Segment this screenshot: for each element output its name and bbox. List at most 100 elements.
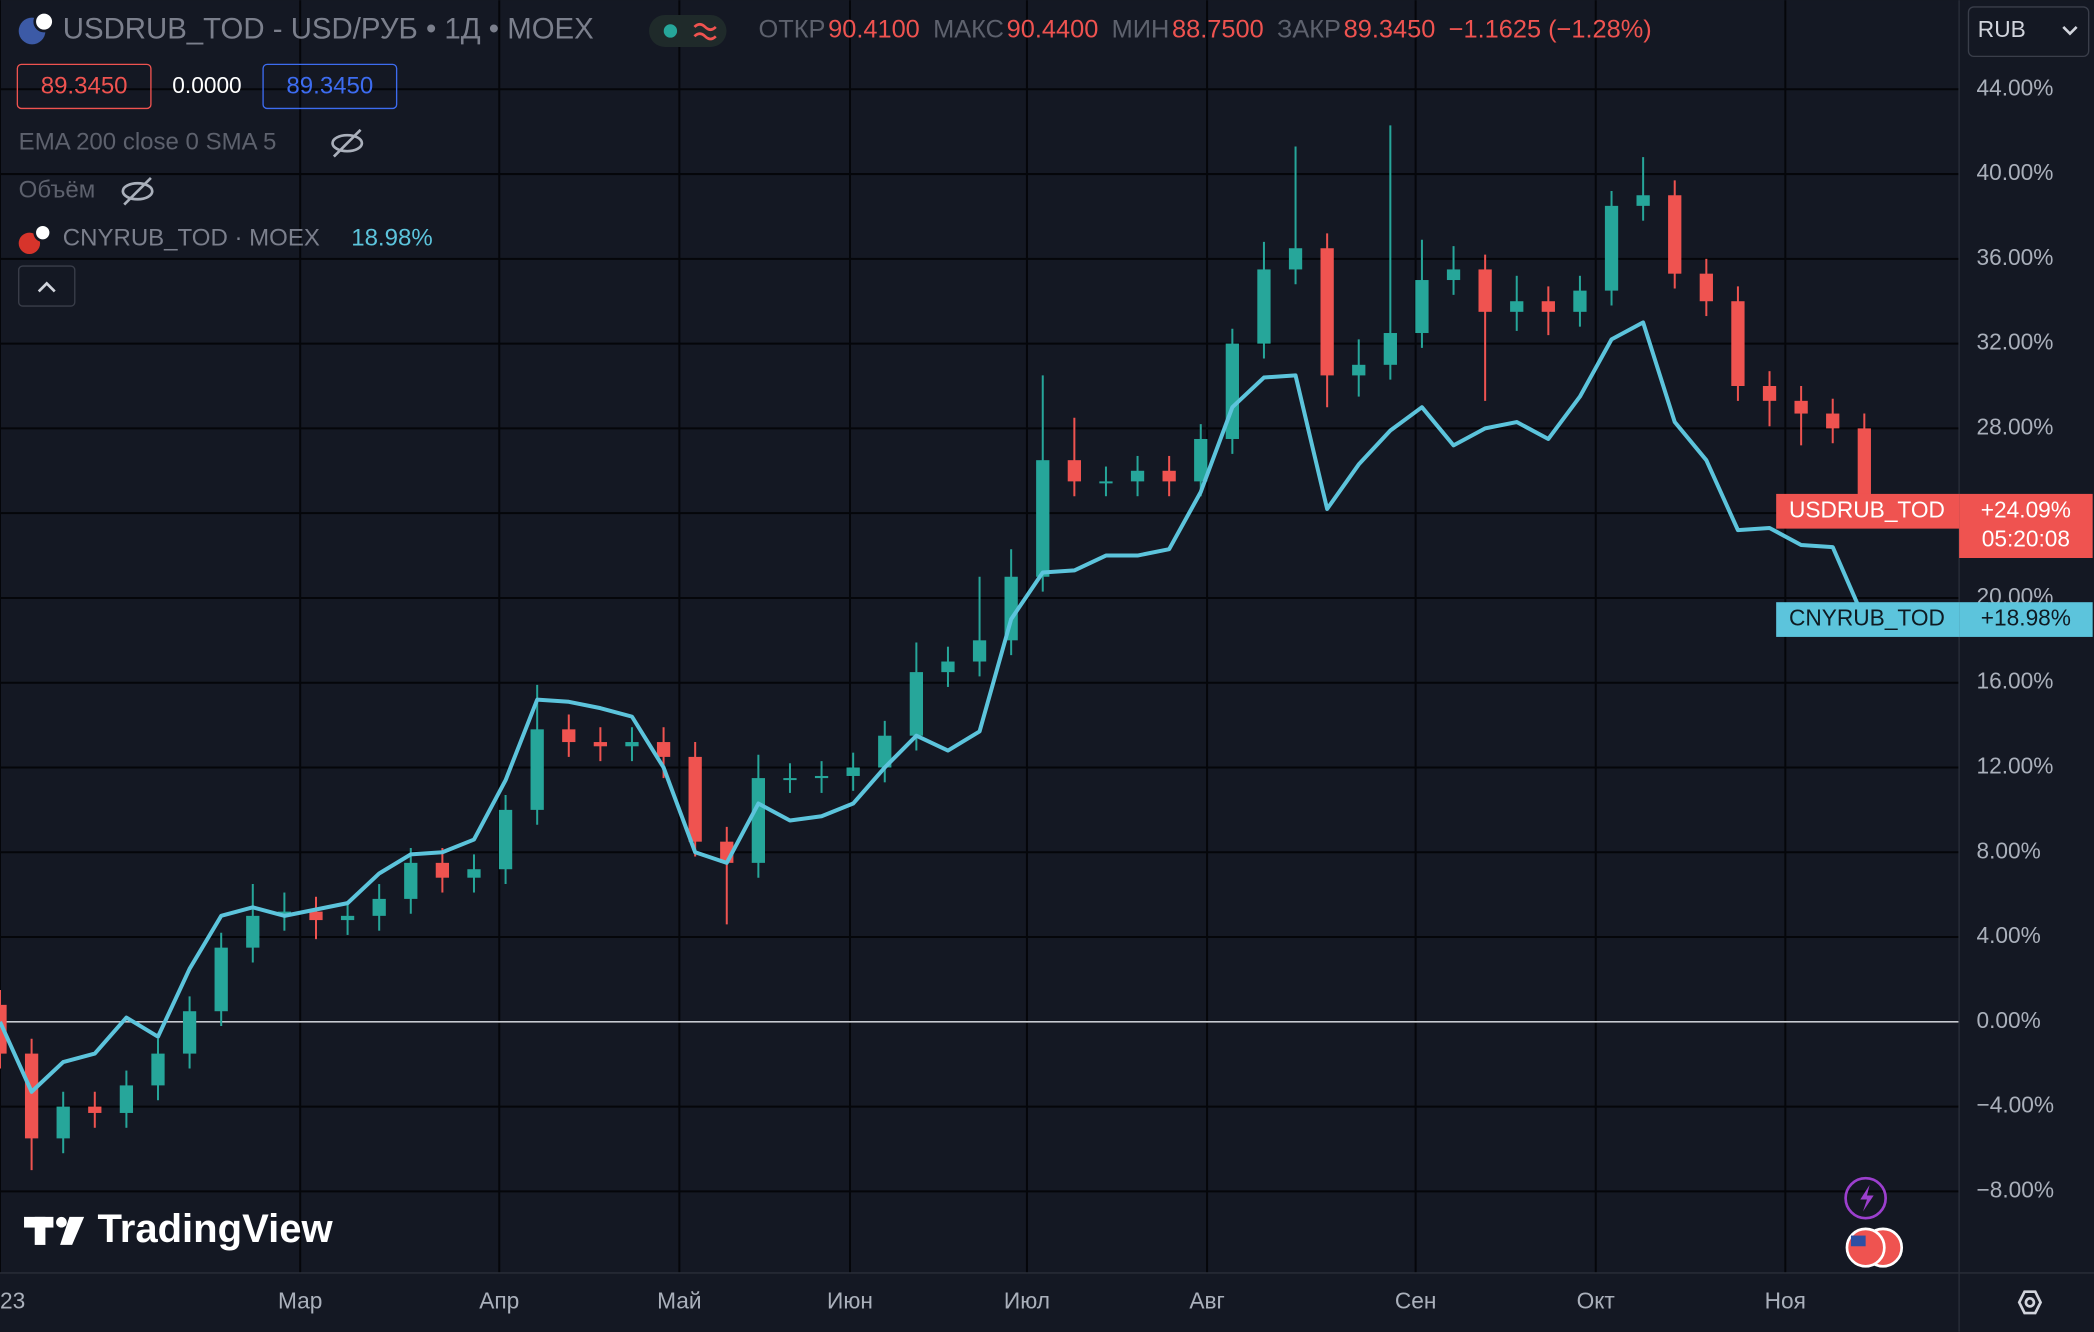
candle-body (530, 729, 544, 810)
candle-body (1636, 195, 1650, 206)
ohlc-value: 90.4400 (1007, 16, 1099, 44)
candle-body (119, 1085, 134, 1113)
candle-body (814, 775, 829, 779)
x-tick-label: Мар (278, 1287, 322, 1313)
y-tick-label: 44.00% (1976, 74, 2053, 100)
overlay: −8.00% −4.00% 0.00% 4.00% 8.00% 12.00% 16.00% 2… (0, 74, 2093, 1313)
y-tick-label: 0.00% (1976, 1007, 2040, 1033)
compare-legend[interactable]: CNYRUB_TOD · MOEX (63, 225, 320, 252)
candle-body (246, 915, 260, 948)
x-tick-label: 2023 (0, 1287, 25, 1313)
brand-logo (24, 1216, 85, 1245)
candle-body (467, 869, 481, 878)
hidden-icon[interactable] (121, 176, 154, 206)
candle-body (1446, 269, 1461, 281)
candle-body (1415, 280, 1429, 334)
axis-tag-value: +24.09% (1981, 496, 2071, 522)
flag-icon (18, 232, 41, 255)
candle-body (1762, 386, 1777, 401)
x-tick-label: Июл (1004, 1287, 1050, 1313)
ohlc-label: ОТКР (759, 16, 826, 44)
bid-price: 89.3450 (41, 72, 128, 99)
x-tick-label: Окт (1577, 1287, 1615, 1313)
candle-body (309, 911, 323, 921)
ohlc-legend: ОТКР 90.4100 МАКС 90.4400 МИН 88.7500 ЗАКР 89.3… (759, 16, 1652, 44)
ohlc-value: 89.3450 (1344, 16, 1436, 44)
candle-body (1541, 301, 1555, 312)
candle-body (656, 742, 671, 757)
ohlc-value: 88.7500 (1172, 16, 1264, 44)
axis-tag-value: +18.98% (1981, 605, 2071, 631)
price-box[interactable] (16, 63, 152, 110)
candle-body (56, 1106, 70, 1139)
settings-icon[interactable] (2017, 1290, 2043, 1315)
event-icon (1850, 1235, 1866, 1247)
event-icon[interactable] (1845, 1227, 1886, 1268)
x-tick-label: Апр (479, 1287, 519, 1313)
candle-body (1257, 269, 1271, 344)
candle-body (751, 778, 766, 863)
ohlc-label: МАКС (933, 16, 1004, 44)
ask-price: 89.3450 (286, 72, 373, 99)
currency-select[interactable] (1967, 6, 2090, 58)
chevron-icon (2062, 26, 2078, 36)
candle-body (783, 778, 797, 781)
indicator-label[interactable]: Объём (19, 177, 96, 204)
candle-body (1794, 400, 1808, 414)
symbol-title[interactable]: USDRUB_TOD - USD/РУБ • 1Д • MOEX (63, 13, 594, 46)
status-pill[interactable] (649, 14, 727, 48)
candle-body (593, 742, 608, 747)
x-tick-label: Авг (1189, 1287, 1224, 1313)
plot-area (0, 125, 1960, 1171)
collapse-button[interactable] (18, 265, 76, 307)
price-tag (1776, 602, 1960, 637)
ohlc-value: 90.4100 (828, 16, 920, 44)
candle-body (24, 1053, 39, 1139)
y-tick-label: 12.00% (1976, 752, 2053, 778)
candle-body (1573, 290, 1587, 312)
alert-icon[interactable] (1844, 1176, 1888, 1220)
candle-body (625, 742, 639, 747)
flag-icon (33, 10, 55, 33)
candle-body (972, 640, 987, 662)
candle-body (435, 862, 450, 878)
chevron-icon (37, 281, 56, 293)
x-tick-label: Сен (1395, 1287, 1437, 1313)
y-tick-label: 40.00% (1976, 159, 2053, 185)
y-tick-label: 32.00% (1976, 329, 2053, 355)
candle-body (941, 661, 955, 673)
y-tick-label: 16.00% (1976, 668, 2053, 694)
candle-body (1857, 428, 1871, 512)
candle-body (562, 729, 576, 743)
candle-body (1162, 470, 1176, 482)
hidden-icon[interactable] (331, 128, 364, 158)
y-tick-label: 36.00% (1976, 244, 2053, 270)
candle-body (1130, 470, 1145, 482)
candle-body (1036, 460, 1050, 577)
candle-body (1383, 333, 1397, 365)
y-tick-label: −8.00% (1976, 1176, 2054, 1202)
countdown: 05:20:08 (1982, 526, 2070, 552)
candle-body (1352, 364, 1366, 376)
x-tick-label: Июн (827, 1287, 873, 1313)
compare-value: 18.98% (351, 225, 432, 252)
brand-name: TradingView (97, 1207, 333, 1251)
candle-body (1099, 481, 1113, 484)
y-tick-label: 28.00% (1976, 413, 2053, 439)
candle-body (1067, 460, 1081, 482)
candle-body (688, 756, 702, 842)
status-icon (693, 22, 717, 41)
candle-body (372, 898, 386, 916)
currency-label: RUB (1978, 16, 2026, 42)
price-box[interactable] (262, 63, 398, 110)
indicator-label[interactable]: EMA 200 close 0 SMA 5 (19, 129, 277, 156)
price-tag-name: USDRUB_TOD (1789, 496, 1945, 522)
candle-body (1668, 195, 1682, 274)
candle-body (498, 809, 513, 870)
y-tick-label: −4.00% (1976, 1092, 2054, 1118)
candle-body (88, 1106, 102, 1113)
status-dot (663, 24, 678, 38)
alert-icon (1860, 1184, 1874, 1212)
